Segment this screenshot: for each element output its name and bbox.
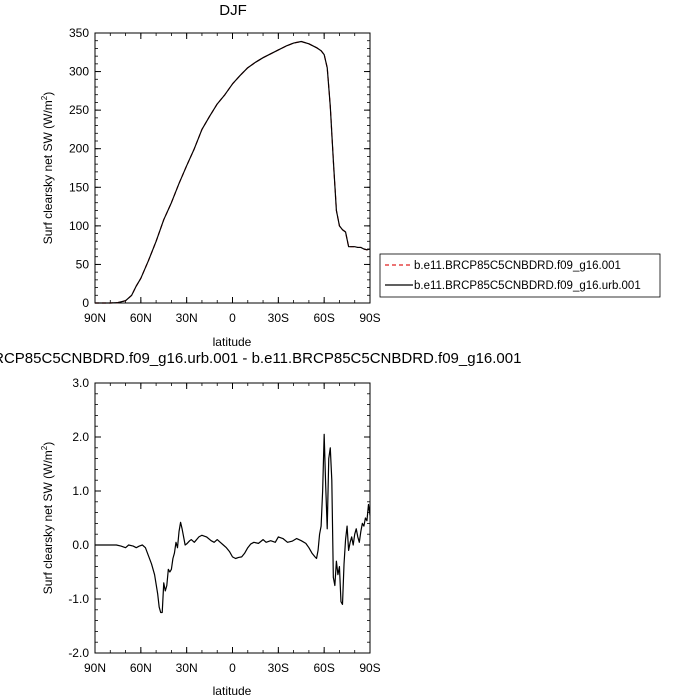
top-series-line-1 <box>95 40 371 304</box>
legend-label-1: b.e11.BRCP85C5CNBDRD.f09_g16.urb.001 <box>414 280 641 292</box>
legend-box <box>379 253 661 298</box>
bottom-title: b.e11.BRCP85C5CNBDRD.f09_g16.urb.001 - b… <box>0 350 521 367</box>
bottom-xtick-label: 60S <box>313 661 334 675</box>
legend-label-0: b.e11.BRCP85C5CNBDRD.f09_g16.001 <box>414 260 621 272</box>
top-xtick-label: 60S <box>313 311 334 325</box>
top-ytick-label: 100 <box>69 219 89 233</box>
bottom-xtick-label: 0 <box>229 661 236 675</box>
bottom-ytick-label: 3.0 <box>72 376 89 390</box>
top-ytick-label: 150 <box>69 180 89 194</box>
bottom-xtick-label: 30N <box>176 661 198 675</box>
bottom-ytick-label: -2.0 <box>68 646 89 660</box>
bottom-series <box>95 433 371 614</box>
bottom-xtick-label: 60N <box>130 661 152 675</box>
bottom-xtick-label: 90N <box>84 661 106 675</box>
top-ytick-label: 250 <box>69 103 89 117</box>
top-xlabel: latitude <box>213 335 252 349</box>
top-ytick-label: 0 <box>82 296 89 310</box>
bottom-ytick-label: 0.0 <box>72 538 89 552</box>
top-plot-frame <box>94 32 371 304</box>
bottom-ylabel-sup: 2 <box>40 445 49 450</box>
bottom-ylabel-text: Surf clearsky net SW (W/m <box>41 450 55 594</box>
bottom-ylabel-close: ) <box>41 442 55 446</box>
top-ytick-label: 350 <box>69 26 89 40</box>
bottom-xlabel: latitude <box>213 684 252 698</box>
top-ylabel-text: Surf clearsky net SW (W/m <box>41 100 55 244</box>
bottom-ytick-label: -1.0 <box>68 592 89 606</box>
top-xtick-label: 60N <box>130 311 152 325</box>
bottom-panel: b.e11.BRCP85C5CNBDRD.f09_g16.urb.001 - b… <box>0 350 521 698</box>
bottom-ytick-label: 2.0 <box>72 430 89 444</box>
top-panel: DJF 90N 60N 30N 0 30S 60S 90S 0 50 100 150 200 250 30… <box>40 2 661 349</box>
bottom-xtick-label: 30S <box>268 661 289 675</box>
bottom-axes: 90N 60N 30N 0 30S 60S 90S -2.0 -1.0 0.0 1.0 2.0 3.0 <box>68 376 380 675</box>
bottom-plot-frame <box>94 382 371 654</box>
top-ytick-label: 300 <box>69 65 89 79</box>
top-xtick-label: 0 <box>229 311 236 325</box>
top-ylabel-sup: 2 <box>40 95 49 100</box>
top-ytick-label: 200 <box>69 142 89 156</box>
top-xtick-label: 90N <box>84 311 106 325</box>
top-ylabel: Surf clearsky net SW (W/m2) <box>40 92 55 244</box>
top-title: DJF <box>219 2 247 19</box>
bottom-ytick-label: 1.0 <box>72 484 89 498</box>
top-ylabel-close: ) <box>41 92 55 96</box>
top-axes: 90N 60N 30N 0 30S 60S 90S 0 50 100 150 200 250 300 350 <box>69 26 381 325</box>
top-xtick-label: 30S <box>268 311 289 325</box>
top-xtick-label: 30N <box>176 311 198 325</box>
bottom-series-line-0 <box>95 433 371 614</box>
top-ytick-label: 50 <box>76 257 90 271</box>
top-xtick-label: 90S <box>359 311 380 325</box>
top-series <box>95 40 371 304</box>
bottom-xtick-label: 90S <box>359 661 380 675</box>
bottom-ylabel: Surf clearsky net SW (W/m2) <box>40 442 55 594</box>
legend: b.e11.BRCP85C5CNBDRD.f09_g16.001 b.e11.B… <box>379 253 661 298</box>
